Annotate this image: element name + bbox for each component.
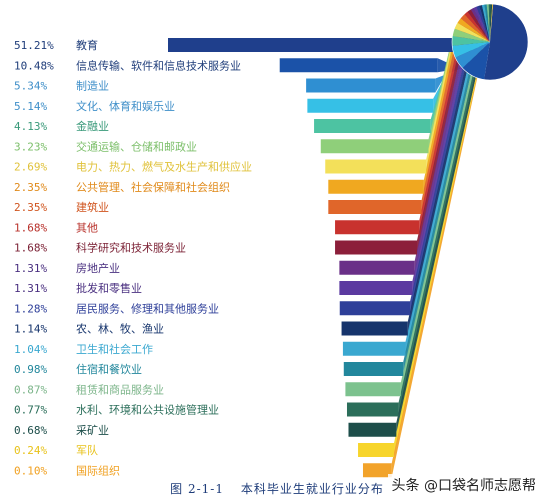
bar-18 xyxy=(346,402,399,417)
bar-5 xyxy=(320,139,429,154)
bar-1 xyxy=(279,58,438,73)
watermark-text: 头条 @口袋名师志愿帮 xyxy=(387,474,540,496)
category-label-18: 水利、环境和公共设施管理业 xyxy=(76,403,219,417)
category-label-0: 教育 xyxy=(76,38,98,52)
pie-slice-5 xyxy=(452,28,490,42)
pie-slice-9 xyxy=(464,11,490,43)
pie-slice-14 xyxy=(479,4,490,42)
value-label-21: 0.10% xyxy=(14,464,47,477)
value-label-12: 1.31% xyxy=(14,282,47,295)
category-label-12: 批发和零售业 xyxy=(76,281,142,295)
figure-caption: 图 2-1-1 本科毕业生就业行业分布 xyxy=(0,480,554,497)
pie-slice-16 xyxy=(484,4,490,43)
value-label-7: 2.35% xyxy=(14,181,47,194)
value-label-5: 3.23% xyxy=(14,140,47,153)
bar-2 xyxy=(306,78,436,93)
category-label-21: 国际组织 xyxy=(76,463,120,477)
value-label-9: 1.68% xyxy=(14,221,47,234)
bar-11 xyxy=(339,260,415,275)
bar-4 xyxy=(314,119,431,133)
category-label-11: 房地产业 xyxy=(76,261,120,275)
value-label-11: 1.31% xyxy=(14,262,47,275)
category-label-6: 电力、热力、燃气及水生产和供应业 xyxy=(76,160,252,174)
bar-13 xyxy=(339,301,411,316)
pie-slice-11 xyxy=(470,7,490,42)
bar-6 xyxy=(325,159,427,174)
value-label-2: 5.34% xyxy=(14,80,47,93)
pie xyxy=(451,3,529,81)
value-label-20: 0.24% xyxy=(14,444,47,457)
category-label-13: 居民服务、修理和其他服务业 xyxy=(76,301,219,315)
category-label-8: 建筑业 xyxy=(76,200,109,214)
value-label-4: 4.13% xyxy=(14,120,47,133)
pie-slice-1 xyxy=(462,42,490,80)
figure-number: 图 2-1-1 xyxy=(170,482,224,496)
bar-21 xyxy=(362,463,392,478)
category-label-7: 公共管理、社会保障和社会组织 xyxy=(76,180,230,194)
category-label-2: 制造业 xyxy=(76,79,109,93)
pie-slice-17 xyxy=(486,4,490,43)
value-label-3: 5.14% xyxy=(14,100,47,113)
pie-slice-4 xyxy=(452,35,490,46)
fan-connector-21 xyxy=(391,4,494,478)
pie-outline xyxy=(451,3,529,81)
category-label-9: 其他 xyxy=(76,221,98,234)
category-label-1: 信息传输、软件和信息技术服务业 xyxy=(76,58,241,72)
bar-7 xyxy=(328,179,424,194)
value-label-16: 0.98% xyxy=(14,363,47,376)
bar-0 xyxy=(168,38,456,52)
value-label-10: 1.68% xyxy=(14,242,47,255)
category-label-10: 科学研究和技术服务业 xyxy=(76,241,186,255)
bar-15 xyxy=(342,341,406,356)
value-label-13: 1.28% xyxy=(14,302,47,315)
bar-19 xyxy=(348,422,397,437)
pie-slice-18 xyxy=(488,3,491,42)
pie-slice-2 xyxy=(455,42,490,69)
fan-connectors xyxy=(391,4,494,478)
bar-10 xyxy=(335,240,417,255)
bar-3 xyxy=(307,98,434,113)
category-label-14: 农、林、牧、渔业 xyxy=(76,322,164,336)
value-label-8: 2.35% xyxy=(14,201,47,214)
bars xyxy=(168,38,456,478)
category-label-4: 金融业 xyxy=(76,119,109,133)
figure-title: 本科毕业生就业行业分布 xyxy=(240,482,384,496)
value-label-6: 2.69% xyxy=(14,161,47,174)
bar-17 xyxy=(345,382,401,397)
pie-slice-6 xyxy=(454,22,490,42)
bar-8 xyxy=(328,200,422,214)
pie-slice-0 xyxy=(484,4,528,80)
pie-slice-10 xyxy=(467,9,490,42)
pie-slice-3 xyxy=(452,42,490,58)
bar-20 xyxy=(358,443,394,457)
category-label-20: 军队 xyxy=(76,443,98,457)
pie-slice-12 xyxy=(473,6,490,43)
value-label-0: 51.21% xyxy=(14,39,54,52)
labels: 51.21% 教育 10.48% 信息传输、软件和信息技术服务业 5.34% 制造业 5.1… xyxy=(14,38,252,477)
category-label-5: 交通运输、仓储和邮政业 xyxy=(76,139,197,153)
value-label-14: 1.14% xyxy=(14,323,47,336)
pie-slice-21 xyxy=(490,4,494,42)
value-label-1: 10.48% xyxy=(14,59,54,72)
bar-16 xyxy=(343,362,404,376)
pie-slice-15 xyxy=(481,4,490,43)
category-label-16: 住宿和餐饮业 xyxy=(76,362,142,376)
value-label-18: 0.77% xyxy=(14,404,47,417)
pie-slice-19 xyxy=(490,4,493,42)
pie-slice-20 xyxy=(490,4,493,43)
value-label-17: 0.87% xyxy=(14,383,47,396)
pie-slice-13 xyxy=(476,5,490,42)
pie-slice-8 xyxy=(460,13,490,42)
category-label-15: 卫生和社会工作 xyxy=(76,342,153,356)
category-label-17: 租赁和商品服务业 xyxy=(76,382,164,396)
category-label-3: 文化、体育和娱乐业 xyxy=(76,99,175,113)
pie-slice-7 xyxy=(457,18,490,42)
bar-12 xyxy=(339,281,413,295)
value-label-15: 1.04% xyxy=(14,343,47,356)
bar-9 xyxy=(335,220,420,235)
category-label-19: 采矿业 xyxy=(76,424,109,437)
value-label-19: 0.68% xyxy=(14,424,47,437)
bar-14 xyxy=(341,321,408,336)
